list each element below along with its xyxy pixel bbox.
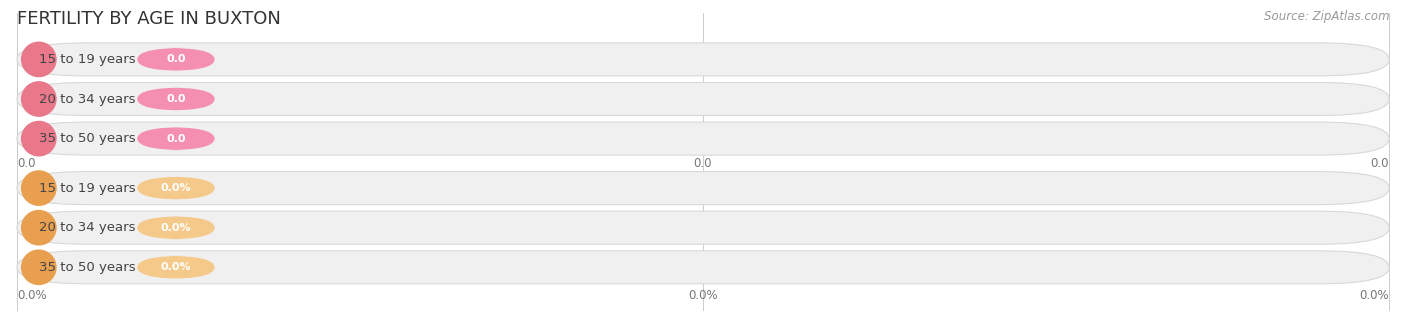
Text: 35 to 50 years: 35 to 50 years <box>39 261 136 274</box>
Ellipse shape <box>21 121 56 156</box>
Text: 0.0%: 0.0% <box>17 289 46 302</box>
Text: FERTILITY BY AGE IN BUXTON: FERTILITY BY AGE IN BUXTON <box>17 10 281 28</box>
Text: 0.0%: 0.0% <box>160 183 191 193</box>
Text: 0.0%: 0.0% <box>160 262 191 272</box>
FancyBboxPatch shape <box>17 43 1389 76</box>
Text: 0.0: 0.0 <box>693 157 713 170</box>
FancyBboxPatch shape <box>17 122 1389 155</box>
Ellipse shape <box>21 82 56 116</box>
Text: 0.0: 0.0 <box>166 94 186 104</box>
FancyBboxPatch shape <box>138 256 215 279</box>
Text: 0.0%: 0.0% <box>688 289 718 302</box>
Ellipse shape <box>21 42 56 77</box>
FancyBboxPatch shape <box>138 48 215 71</box>
FancyBboxPatch shape <box>17 172 1389 205</box>
FancyBboxPatch shape <box>138 177 215 200</box>
FancyBboxPatch shape <box>138 87 215 111</box>
Text: 20 to 34 years: 20 to 34 years <box>39 221 136 234</box>
Ellipse shape <box>21 250 56 284</box>
Ellipse shape <box>21 171 56 205</box>
Text: 0.0%: 0.0% <box>160 223 191 233</box>
FancyBboxPatch shape <box>138 216 215 239</box>
Text: 15 to 19 years: 15 to 19 years <box>39 53 136 66</box>
FancyBboxPatch shape <box>17 251 1389 284</box>
FancyBboxPatch shape <box>17 82 1389 116</box>
Text: 0.0: 0.0 <box>17 157 35 170</box>
Text: 0.0: 0.0 <box>166 54 186 64</box>
Text: 15 to 19 years: 15 to 19 years <box>39 182 136 195</box>
FancyBboxPatch shape <box>17 211 1389 244</box>
Text: 20 to 34 years: 20 to 34 years <box>39 92 136 106</box>
Text: 0.0%: 0.0% <box>1360 289 1389 302</box>
Text: 35 to 50 years: 35 to 50 years <box>39 132 136 145</box>
Text: Source: ZipAtlas.com: Source: ZipAtlas.com <box>1264 10 1389 23</box>
Text: 0.0: 0.0 <box>1371 157 1389 170</box>
FancyBboxPatch shape <box>138 127 215 150</box>
Ellipse shape <box>21 211 56 245</box>
Text: 0.0: 0.0 <box>166 134 186 144</box>
